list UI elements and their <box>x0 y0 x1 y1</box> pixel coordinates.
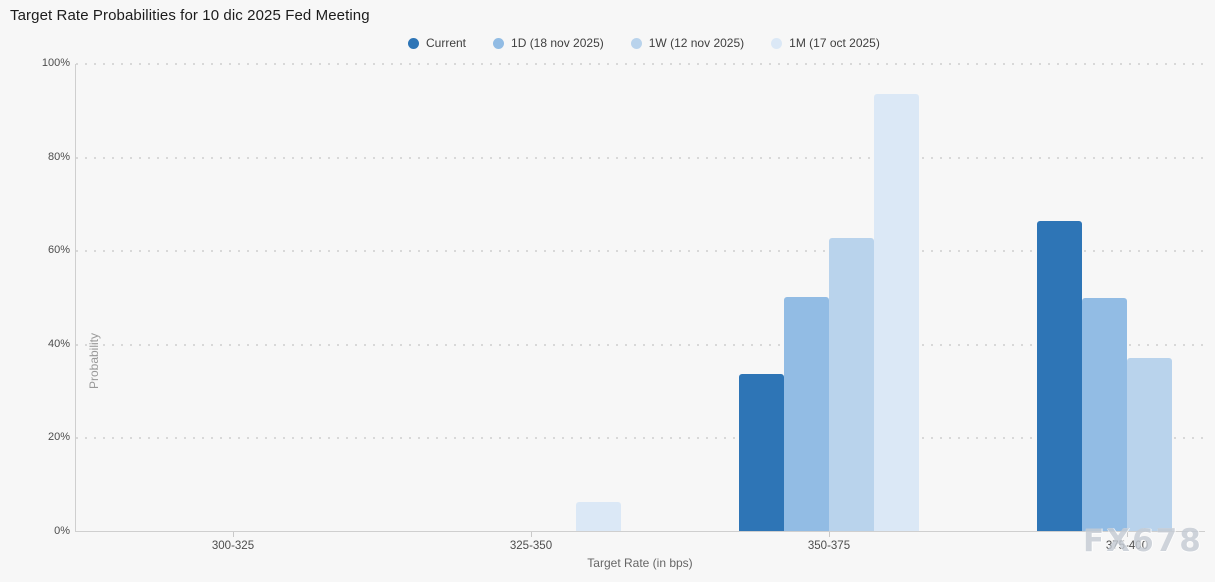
legend-dot-icon <box>771 37 783 49</box>
bar-1w-375-400[interactable] <box>1127 357 1172 531</box>
legend: Current 1D (18 nov 2025) 1W (12 nov 2025) 1… <box>408 36 880 50</box>
legend-item-1m[interactable]: 1M (17 oct 2025) <box>771 36 880 50</box>
bar-group-300-325 <box>143 64 323 531</box>
gridline-100% <box>76 63 1205 65</box>
bar-1m-350-375[interactable] <box>874 93 919 531</box>
y-tick-label: 100% <box>41 57 70 69</box>
x-tick <box>1127 532 1128 537</box>
chart-title: Target Rate Probabilities for 10 dic 202… <box>10 7 370 24</box>
bar-1m-325-350[interactable] <box>576 501 621 531</box>
legend-label: 1M (17 oct 2025) <box>789 36 880 50</box>
legend-label: 1W (12 nov 2025) <box>648 36 745 50</box>
legend-dot-icon <box>408 37 419 49</box>
bar-1w-350-375[interactable] <box>829 238 874 531</box>
gridline-60% <box>76 250 1205 253</box>
gridline-40% <box>76 343 1205 346</box>
legend-label: Current <box>426 36 467 50</box>
legend-dot-icon <box>493 37 505 49</box>
bar-1d-350-375[interactable] <box>784 297 829 531</box>
bar-group-375-400 <box>1037 64 1215 531</box>
y-tick-label: 60% <box>47 244 70 257</box>
y-tick-label: 80% <box>47 150 70 163</box>
x-tick-label: 300-325 <box>211 540 255 552</box>
x-tick <box>829 532 830 537</box>
legend-label: 1D (18 nov 2025) <box>511 36 604 50</box>
y-tick-label: 40% <box>47 337 70 350</box>
x-tick-label: 325-350 <box>509 540 553 552</box>
x-tick <box>531 532 532 537</box>
y-axis-title: Probability <box>87 332 101 390</box>
bar-current-375-400[interactable] <box>1037 220 1082 531</box>
x-tick-label: 375-400 <box>1105 540 1149 552</box>
legend-item-1w[interactable]: 1W (12 nov 2025) <box>630 36 745 50</box>
legend-item-current[interactable]: Current <box>408 36 466 50</box>
bar-1d-375-400[interactable] <box>1082 298 1127 531</box>
x-tick-label: 350-375 <box>807 540 851 552</box>
gridline-20% <box>76 437 1205 440</box>
legend-dot-icon <box>630 37 642 49</box>
gridline-80% <box>76 156 1205 159</box>
bar-group-350-375 <box>739 64 919 531</box>
legend-item-1d[interactable]: 1D (18 nov 2025) <box>493 36 604 50</box>
bar-group-325-350 <box>441 64 621 531</box>
y-tick-label: 20% <box>47 431 70 444</box>
bar-current-350-375[interactable] <box>739 374 784 531</box>
plot-area: Probability 0% 20% 40% 60% 80% 100% 300-325 325… <box>42 57 1205 552</box>
y-tick-label: 0% <box>54 525 70 537</box>
x-tick <box>233 532 234 537</box>
x-axis-title: Target Rate (in bps) <box>587 556 693 570</box>
